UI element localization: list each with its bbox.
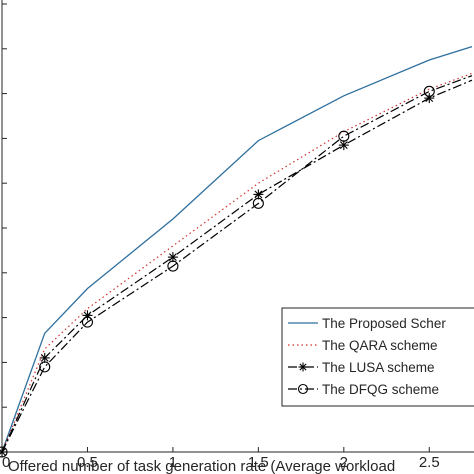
legend-item: The QARA scheme <box>288 338 438 353</box>
data-point-circle <box>39 361 51 373</box>
data-point-star <box>0 447 7 457</box>
series-line-4 <box>1 75 473 453</box>
x-tick-label: 1 <box>169 454 177 471</box>
legend-item: The DFQG scheme <box>288 382 439 397</box>
data-point-circle <box>81 316 94 328</box>
legend-label: The DFQG scheme <box>322 382 439 397</box>
legend-label: The QARA scheme <box>322 338 438 353</box>
series-line-3 <box>1 79 473 453</box>
plot-frame <box>1 0 474 453</box>
legend-item: The Proposed Scher <box>288 316 446 331</box>
x-axis-title: Offered number of task generation rate (… <box>8 458 395 474</box>
series-line-2 <box>1 72 473 453</box>
data-point-circle <box>338 130 350 142</box>
data-point-circle <box>167 260 179 272</box>
x-tick-label: 0.5 <box>77 454 98 471</box>
data-point-circle <box>423 85 435 97</box>
legend-label: The Proposed Scher <box>322 316 446 331</box>
series-line-1 <box>1 45 473 453</box>
data-point-star <box>253 189 264 200</box>
x-tick-label: 2 <box>340 454 348 471</box>
legend-item: The LUSA scheme <box>288 360 435 375</box>
data-point-star <box>338 140 349 151</box>
data-point-star <box>167 252 178 263</box>
x-tick-label: 2.5 <box>419 454 440 471</box>
data-point-star <box>39 352 50 363</box>
data-point-circle <box>252 197 264 209</box>
legend-box <box>281 307 474 407</box>
series-layer <box>0 45 473 458</box>
data-point-circle <box>0 446 8 458</box>
legend: The Proposed Scher The QARA scheme The LUS… <box>281 307 474 407</box>
legend-label: The LUSA scheme <box>322 360 435 375</box>
x-tick-label: 0 <box>2 454 10 471</box>
x-tick-label: 1.5 <box>248 454 269 471</box>
x-axis-ticks: 0 0.5 1 1.5 2 2.5 <box>1 447 440 471</box>
